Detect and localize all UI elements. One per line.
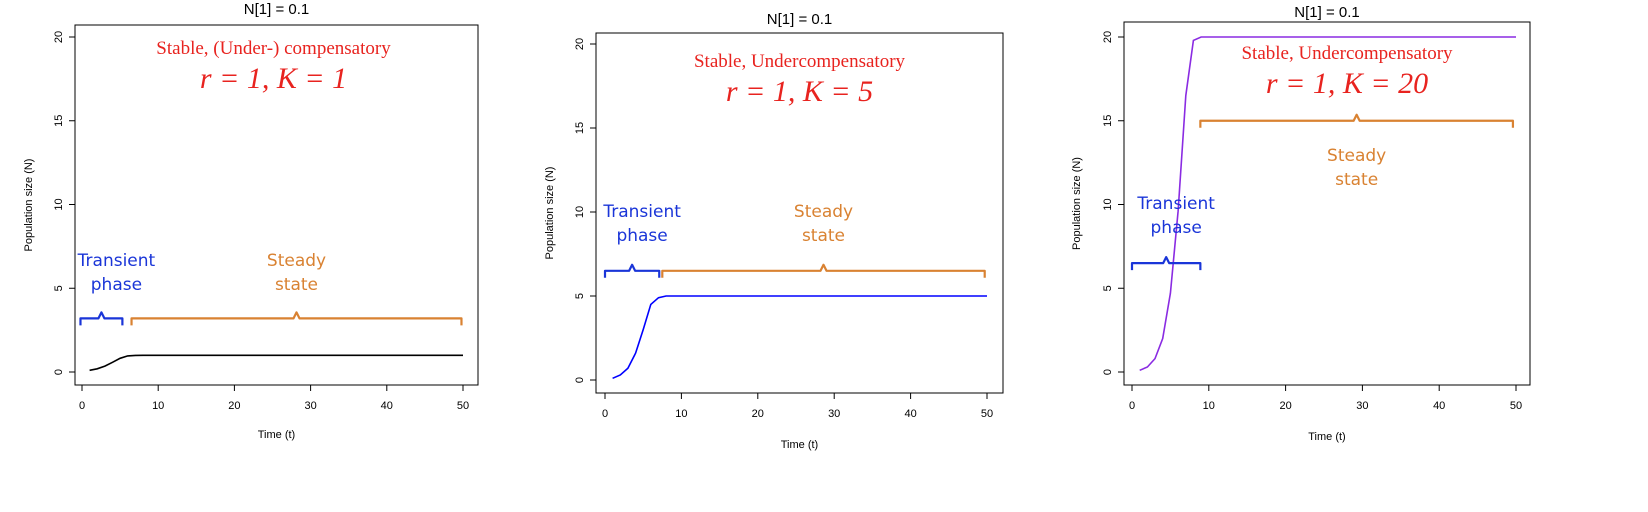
panel-1-transient-brace — [79, 311, 124, 326]
panel-2-steady-label: state — [802, 226, 845, 246]
panel-3-series-line — [1139, 36, 1516, 372]
panel-3-transient-label: Transient — [1136, 194, 1215, 214]
panel-2-x-axis-label: Time (t) — [781, 439, 818, 451]
panel-2-title: N[1] = 0.1 — [767, 11, 832, 28]
panel-1-y-tick-label: 5 — [53, 285, 65, 291]
panel-1-x-tick-label: 50 — [457, 400, 469, 412]
panel-2-x-tick-label: 0 — [602, 408, 608, 420]
panel-1-y-tick-label: 20 — [53, 31, 65, 43]
panel-1-x-tick-label: 10 — [152, 400, 164, 412]
panel-3-steady-label: Steady — [1327, 146, 1386, 166]
panel-1-x-axis-label: Time (t) — [258, 429, 295, 441]
panel-3-steady-label: state — [1335, 170, 1378, 190]
panel-1-parameters-label: r = 1, K = 1 — [200, 62, 347, 95]
panel-3-y-tick-label: 15 — [1102, 115, 1114, 127]
panel-3-x-tick-label: 50 — [1510, 400, 1522, 412]
panel-2-transient-label: Transient — [602, 202, 681, 222]
panel-1-title: N[1] = 0.1 — [244, 1, 309, 18]
panel-2-x-tick-label: 50 — [981, 408, 993, 420]
panel-2-steady-label: Steady — [794, 202, 853, 222]
panel-2-parameters-label: r = 1, K = 5 — [726, 75, 873, 108]
panel-3-x-tick-label: 20 — [1279, 400, 1291, 412]
panel-3-y-tick-label: 10 — [1102, 198, 1114, 210]
panel-3-transient-brace — [1130, 256, 1202, 271]
panel-2-y-tick-label: 15 — [574, 122, 586, 134]
panel-2-regime-heading: Stable, Undercompensatory — [694, 51, 906, 72]
panel-3-y-tick-label: 20 — [1102, 31, 1114, 43]
panel-1-x-tick-label: 40 — [381, 400, 393, 412]
panel-2-y-tick-label: 5 — [574, 293, 586, 299]
panel-1-x-tick-label: 0 — [79, 400, 85, 412]
panel-2-steady-brace — [661, 263, 986, 278]
panel-3-x-tick-label: 40 — [1433, 400, 1445, 412]
panel-2-series-line — [612, 295, 987, 380]
panel-3-y-tick-label: 5 — [1102, 285, 1114, 291]
panel-2-x-tick-label: 10 — [675, 408, 687, 420]
panel-1-x-tick-label: 30 — [304, 400, 316, 412]
panel-3-y-axis-label: Population size (N) — [1071, 157, 1083, 250]
panel-1-transient-label: Transient — [77, 251, 156, 271]
panel-1-steady-label: state — [275, 275, 318, 295]
panel-3-x-tick-label: 0 — [1129, 400, 1135, 412]
panel-1-series-line — [89, 354, 463, 372]
panel-2-y-axis-label: Population size (N) — [544, 167, 556, 260]
panel-1-y-tick-label: 0 — [53, 369, 65, 375]
panel-3-x-tick-label: 30 — [1356, 400, 1368, 412]
panel-2-y-tick-label: 20 — [574, 38, 586, 50]
panel-3-x-tick-label: 10 — [1203, 400, 1215, 412]
panel-1-y-tick-label: 15 — [53, 115, 65, 127]
panel-2-x-tick-label: 20 — [752, 408, 764, 420]
panel-2-x-tick-label: 30 — [828, 408, 840, 420]
panel-1-y-axis-label: Population size (N) — [23, 159, 35, 252]
panel-1-x-tick-label: 20 — [228, 400, 240, 412]
panel-1-transient-label: phase — [91, 275, 142, 295]
panel-3-x-axis-label: Time (t) — [1308, 431, 1345, 443]
panel-2-y-tick-label: 10 — [574, 206, 586, 218]
panel-3-regime-heading: Stable, Undercompensatory — [1241, 43, 1453, 64]
panel-3-steady-brace — [1199, 113, 1515, 128]
panel-3-y-tick-label: 0 — [1102, 369, 1114, 375]
panel-2-transient-brace — [603, 263, 661, 278]
panel-2-x-tick-label: 40 — [904, 408, 916, 420]
panel-3-parameters-label: r = 1, K = 20 — [1266, 67, 1428, 100]
panel-3-title: N[1] = 0.1 — [1294, 4, 1359, 21]
panel-3-transient-label: phase — [1151, 218, 1202, 238]
panel-1-steady-label: Steady — [267, 251, 326, 271]
panel-1-y-tick-label: 10 — [53, 198, 65, 210]
panel-1-steady-brace — [130, 311, 463, 326]
panel-2-y-tick-label: 0 — [574, 377, 586, 383]
panel-2-transient-label: phase — [616, 226, 667, 246]
panel-1-regime-heading: Stable, (Under-) compensatory — [156, 38, 391, 59]
